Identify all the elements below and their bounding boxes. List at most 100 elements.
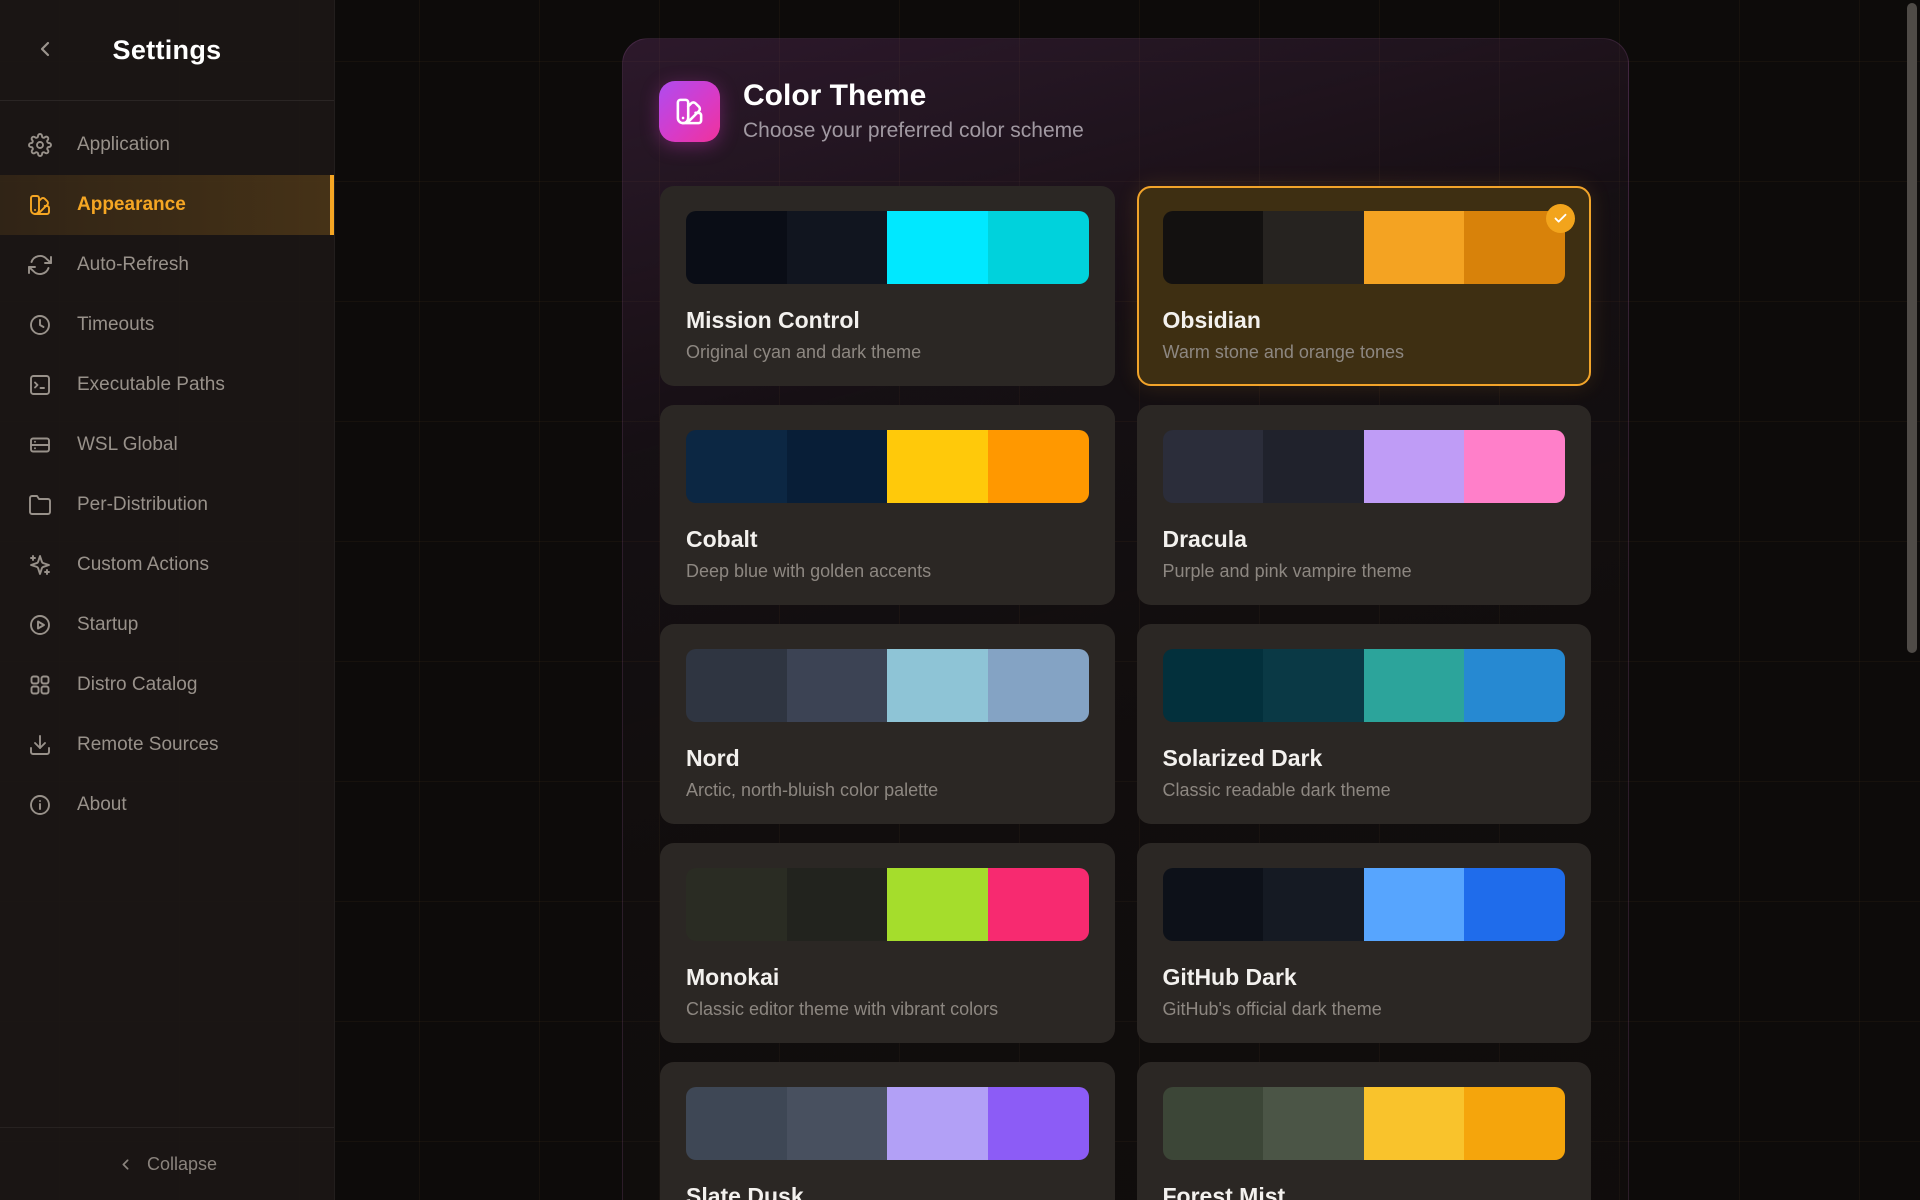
sidebar-item-timeouts[interactable]: Timeouts — [0, 295, 334, 355]
color-swatch — [1363, 430, 1465, 503]
gear-icon — [28, 133, 52, 157]
color-swatch — [1263, 430, 1364, 503]
swatch-book-icon — [28, 193, 52, 217]
theme-card-mission-control[interactable]: Mission Control Original cyan and dark t… — [660, 186, 1115, 386]
theme-swatches — [1162, 649, 1565, 722]
theme-description: Warm stone and orange tones — [1162, 342, 1404, 362]
color-swatch — [1464, 649, 1565, 722]
theme-card-github-dark[interactable]: GitHub Dark GitHub's official dark theme — [1136, 843, 1591, 1043]
theme-card-dracula[interactable]: Dracula Purple and pink vampire theme — [1136, 405, 1591, 605]
color-swatch — [1363, 649, 1465, 722]
sidebar-item-auto-refresh[interactable]: Auto-Refresh — [0, 235, 334, 295]
theme-description: Arctic, north-bluish color palette — [686, 780, 939, 800]
sidebar-item-per-distribution[interactable]: Per-Distribution — [0, 475, 334, 535]
color-swatch — [1363, 211, 1465, 284]
theme-swatches — [686, 649, 1089, 722]
theme-card-nord[interactable]: Nord Arctic, north-bluish color palette — [660, 624, 1115, 824]
theme-name: Nord — [686, 745, 740, 771]
color-swatch — [1464, 430, 1565, 503]
theme-swatches — [1162, 430, 1565, 503]
color-swatch — [686, 211, 787, 284]
theme-card-cobalt[interactable]: Cobalt Deep blue with golden accents — [660, 405, 1115, 605]
color-swatch — [1263, 211, 1364, 284]
color-swatch — [887, 430, 988, 503]
color-swatch — [786, 1087, 888, 1160]
chevron-left-icon — [117, 1156, 134, 1173]
sidebar-item-remote-sources[interactable]: Remote Sources — [0, 715, 334, 775]
sidebar-item-label: Appearance — [77, 194, 186, 215]
sidebar-item-about[interactable]: About — [0, 775, 334, 835]
theme-swatches — [1162, 868, 1565, 941]
color-swatch — [786, 868, 888, 941]
sidebar-item-label: About — [77, 794, 127, 815]
color-swatch — [1162, 1087, 1264, 1160]
scrollbar-thumb[interactable] — [1907, 3, 1917, 653]
color-swatch — [786, 649, 888, 722]
theme-card-solarized-dark[interactable]: Solarized Dark Classic readable dark the… — [1136, 624, 1591, 824]
theme-description: Deep blue with golden accents — [686, 561, 932, 581]
sidebar-item-application[interactable]: Application — [0, 115, 334, 175]
clock-icon — [28, 313, 52, 337]
color-swatch — [686, 649, 787, 722]
back-button[interactable] — [32, 37, 58, 63]
collapse-label: Collapse — [146, 1153, 218, 1174]
color-swatch — [1263, 868, 1364, 941]
sidebar-item-distro-catalog[interactable]: Distro Catalog — [0, 655, 334, 715]
color-swatch — [887, 211, 988, 284]
color-swatch — [1162, 211, 1264, 284]
color-swatch — [887, 649, 988, 722]
theme-description: GitHub's official dark theme — [1162, 999, 1382, 1019]
sidebar-item-label: Application — [77, 134, 170, 155]
theme-swatches — [686, 211, 1089, 284]
sidebar-item-wsl-global[interactable]: WSL Global — [0, 415, 334, 475]
theme-swatches — [1162, 1087, 1565, 1160]
color-swatch — [686, 430, 787, 503]
main-content: Color Theme Choose your preferred color … — [335, 0, 1920, 1200]
sidebar-item-startup[interactable]: Startup — [0, 595, 334, 655]
sidebar-item-label: Timeouts — [77, 314, 155, 335]
color-swatch — [987, 649, 1089, 722]
sparkles-icon — [28, 553, 52, 577]
sidebar-header: Settings — [0, 0, 334, 101]
theme-card-slate-dusk[interactable]: Slate Dusk — [660, 1062, 1115, 1200]
theme-name: Dracula — [1162, 526, 1247, 552]
theme-grid: Mission Control Original cyan and dark t… — [660, 186, 1591, 1200]
collapse-button[interactable]: Collapse — [117, 1154, 217, 1175]
theme-name: Mission Control — [686, 307, 860, 333]
color-swatch — [1263, 1087, 1364, 1160]
theme-description: Purple and pink vampire theme — [1162, 561, 1412, 581]
theme-card-obsidian[interactable]: Obsidian Warm stone and orange tones — [1136, 186, 1591, 386]
theme-description: Original cyan and dark theme — [686, 342, 922, 362]
color-swatch — [1363, 868, 1465, 941]
palette-icon — [659, 80, 720, 142]
theme-name: Cobalt — [686, 526, 758, 552]
color-swatch — [887, 1087, 988, 1160]
theme-name: Obsidian — [1162, 307, 1261, 333]
sidebar-item-appearance[interactable]: Appearance — [0, 175, 334, 235]
color-swatch — [887, 868, 988, 941]
panel-title: Color Theme — [743, 79, 927, 112]
color-swatch — [1162, 430, 1264, 503]
theme-description: Classic readable dark theme — [1162, 780, 1391, 800]
theme-name: Solarized Dark — [1162, 745, 1323, 771]
color-swatch — [786, 211, 888, 284]
page-title: Settings — [112, 34, 222, 65]
theme-card-forest-mist[interactable]: Forest Mist — [1136, 1062, 1591, 1200]
download-icon — [28, 733, 52, 757]
color-swatch — [1363, 1087, 1465, 1160]
theme-card-monokai[interactable]: Monokai Classic editor theme with vibran… — [660, 843, 1115, 1043]
color-swatch — [987, 211, 1089, 284]
sidebar-item-executable-paths[interactable]: Executable Paths — [0, 355, 334, 415]
color-swatch — [987, 1087, 1089, 1160]
terminal-icon — [28, 373, 52, 397]
selected-check-icon — [1546, 204, 1575, 233]
sidebar-item-label: Startup — [77, 614, 139, 635]
panel-subtitle: Choose your preferred color scheme — [743, 119, 1084, 142]
server-icon — [28, 433, 52, 457]
sidebar-item-custom-actions[interactable]: Custom Actions — [0, 535, 334, 595]
sidebar-item-label: Per-Distribution — [77, 494, 208, 515]
theme-name: Slate Dusk — [686, 1183, 804, 1200]
color-swatch — [1162, 868, 1264, 941]
sidebar-footer: Collapse — [0, 1127, 334, 1200]
color-swatch — [1464, 1087, 1565, 1160]
